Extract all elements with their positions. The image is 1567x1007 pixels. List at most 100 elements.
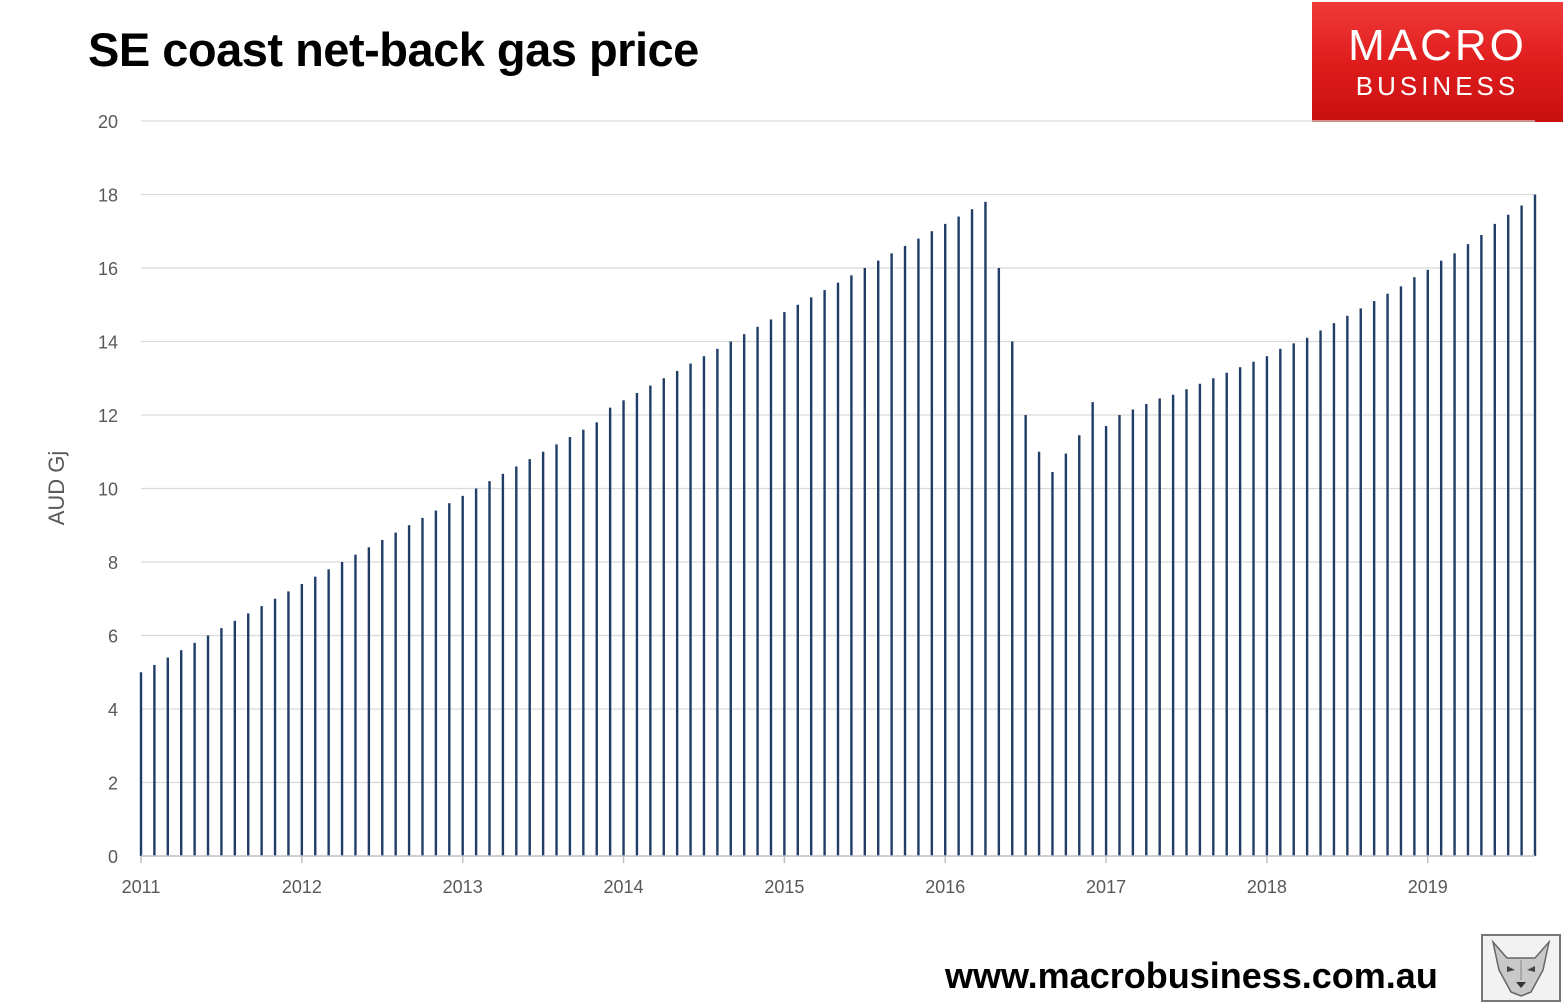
bar: [622, 400, 625, 856]
y-tick-label: 12: [98, 406, 118, 426]
bar: [1279, 348, 1282, 856]
bar: [930, 231, 934, 856]
bar: [1319, 330, 1322, 857]
y-tick-label: 16: [98, 259, 118, 279]
y-axis-label: AUD Gj: [44, 451, 69, 526]
bar: [756, 326, 759, 856]
bar: [1265, 356, 1269, 856]
y-tick-label: 0: [108, 847, 118, 867]
y-axis-ticks: 0 2 4 6 8 10 12 14 16 18 20: [98, 112, 118, 867]
bar: [314, 576, 317, 856]
bar: [300, 584, 304, 856]
bar: [1024, 415, 1027, 856]
bar: [340, 562, 344, 856]
bar: [153, 664, 156, 856]
bar: [381, 539, 384, 856]
footer-url[interactable]: www.macrobusiness.com.au: [945, 955, 1438, 996]
x-tick-label: 2017: [1086, 877, 1126, 897]
bar: [823, 290, 826, 856]
bar: [742, 334, 746, 856]
bar: [1493, 223, 1496, 856]
bar: [917, 238, 920, 857]
bar: [1480, 234, 1483, 856]
bar: [528, 459, 531, 856]
bar: [595, 422, 598, 856]
bar: [997, 268, 1001, 856]
bar: [1252, 361, 1255, 856]
x-tick-label: 2019: [1408, 877, 1448, 897]
bar: [434, 510, 438, 856]
bar: [501, 473, 505, 856]
bar: [1305, 337, 1309, 857]
bar: [488, 481, 491, 856]
bar: [675, 370, 679, 856]
bar: [662, 378, 665, 856]
logo-line-business: BUSINESS: [1355, 71, 1520, 101]
bar: [702, 356, 706, 856]
bar: [809, 297, 813, 856]
bar: [1091, 402, 1094, 856]
x-tick-label: 2015: [764, 877, 804, 897]
macrobusiness-logo[interactable]: MACRO BUSINESS: [1312, 2, 1563, 122]
bar: [1466, 244, 1470, 857]
bar: [1171, 394, 1175, 856]
bar: [515, 466, 518, 856]
bar: [1212, 378, 1215, 856]
x-tick-label: 2018: [1247, 877, 1287, 897]
bar: [1332, 323, 1336, 857]
bar: [984, 201, 987, 857]
bar: [1078, 435, 1081, 856]
bar: [1064, 453, 1068, 856]
bar: [260, 606, 263, 856]
y-tick-label: 2: [108, 774, 118, 794]
bar: [1372, 301, 1376, 857]
bar: [783, 312, 786, 857]
bar: [1198, 383, 1202, 856]
bar: [1292, 343, 1295, 857]
bar: [850, 275, 853, 857]
bar: [327, 569, 330, 856]
bar: [474, 488, 478, 856]
bar: [287, 591, 290, 856]
x-axis: 2011 2012 2013 2014 2015 2016 2017 2018 2019: [122, 855, 1535, 897]
bar: [1145, 403, 1148, 856]
bar: [716, 348, 719, 856]
y-tick-label: 18: [98, 186, 118, 206]
bar: [461, 495, 464, 856]
bar: [1185, 389, 1188, 856]
bar: [796, 304, 799, 856]
wolf-logo-icon: [1481, 934, 1561, 1002]
bar: [863, 268, 867, 856]
bar: [273, 598, 277, 856]
bar: [354, 554, 357, 856]
bar: [367, 547, 371, 856]
bar: [1051, 471, 1054, 856]
x-tick-label: 2014: [604, 877, 644, 897]
bar: [1533, 194, 1537, 856]
bar: [1037, 451, 1041, 856]
bar: [220, 628, 223, 856]
bar: [1386, 293, 1389, 857]
bar: [568, 437, 572, 856]
bar: [1131, 409, 1135, 856]
bar: [1225, 372, 1228, 856]
bar-series: [139, 194, 1537, 857]
bar: [407, 525, 411, 856]
bar: [1158, 398, 1161, 856]
bar: [890, 253, 893, 857]
logo-line-macro: MACRO: [1348, 21, 1527, 70]
bar: [1399, 286, 1403, 857]
bar: [1520, 205, 1523, 856]
y-tick-label: 6: [108, 627, 118, 647]
y-tick-label: 20: [98, 112, 118, 132]
bar: [193, 642, 196, 856]
bar: [394, 532, 397, 856]
bar: [247, 613, 250, 856]
bar: [1238, 367, 1242, 856]
bar: [233, 620, 237, 856]
bar: [555, 444, 558, 856]
bar: [649, 385, 652, 856]
bar: [582, 429, 585, 856]
chart-title: SE coast net-back gas price: [88, 23, 699, 76]
bar: [1104, 426, 1108, 856]
